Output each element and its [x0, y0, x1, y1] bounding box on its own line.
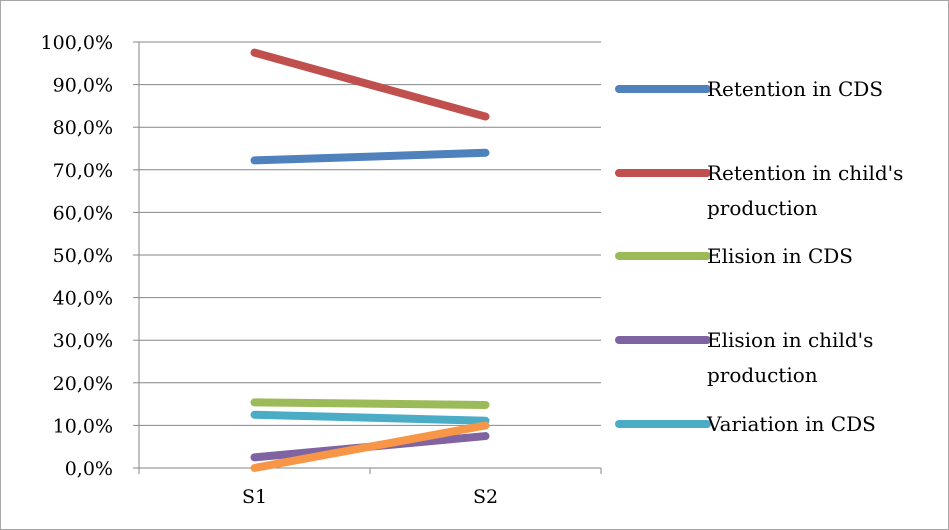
y-tick-label: 100,0%	[41, 32, 113, 54]
legend-label: Retention in CDS	[707, 77, 883, 101]
series-line-3	[250, 398, 490, 409]
legend-label: Variation in CDS	[706, 412, 876, 436]
legend-label: Elision in CDS	[707, 244, 853, 268]
y-tick-label: 10,0%	[53, 415, 113, 437]
series-line-1	[250, 148, 490, 165]
y-tick-label: 30,0%	[53, 330, 113, 352]
x-category-labels: S1 S2	[242, 486, 498, 508]
series-line-6	[250, 421, 490, 472]
series-line-2	[250, 48, 490, 121]
y-tick-label: 80,0%	[53, 117, 113, 139]
axes	[133, 41, 602, 474]
y-tick-label: 60,0%	[53, 202, 113, 224]
legend-label: Elision in child's	[707, 328, 873, 352]
y-tick-label: 50,0%	[53, 245, 113, 267]
y-tick-label: 90,0%	[53, 75, 113, 97]
y-tick-label: 70,0%	[53, 160, 113, 182]
legend: Retention in CDS Retention in child's prod…	[615, 77, 903, 436]
y-tick-labels: 0,0% 10,0% 20,0% 30,0% 40,0% 50,0% 60,0% 70,0% 8…	[41, 32, 113, 480]
y-tick-label: 0,0%	[65, 458, 113, 480]
legend-label: production	[707, 196, 818, 220]
x-category-label: S1	[242, 486, 267, 508]
legend-label: production	[707, 363, 818, 387]
y-tick-label: 40,0%	[53, 288, 113, 310]
gridlines	[139, 41, 601, 426]
series-lines	[250, 48, 490, 472]
legend-label: Retention in child's	[707, 161, 903, 185]
y-tick-label: 20,0%	[53, 373, 113, 395]
series-line-5	[250, 410, 490, 425]
x-category-label: S2	[473, 486, 498, 508]
